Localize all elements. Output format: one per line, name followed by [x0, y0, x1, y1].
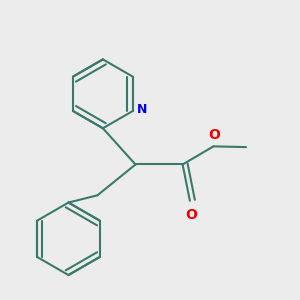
Text: N: N — [137, 103, 147, 116]
Text: O: O — [208, 128, 220, 142]
Text: O: O — [186, 208, 198, 222]
